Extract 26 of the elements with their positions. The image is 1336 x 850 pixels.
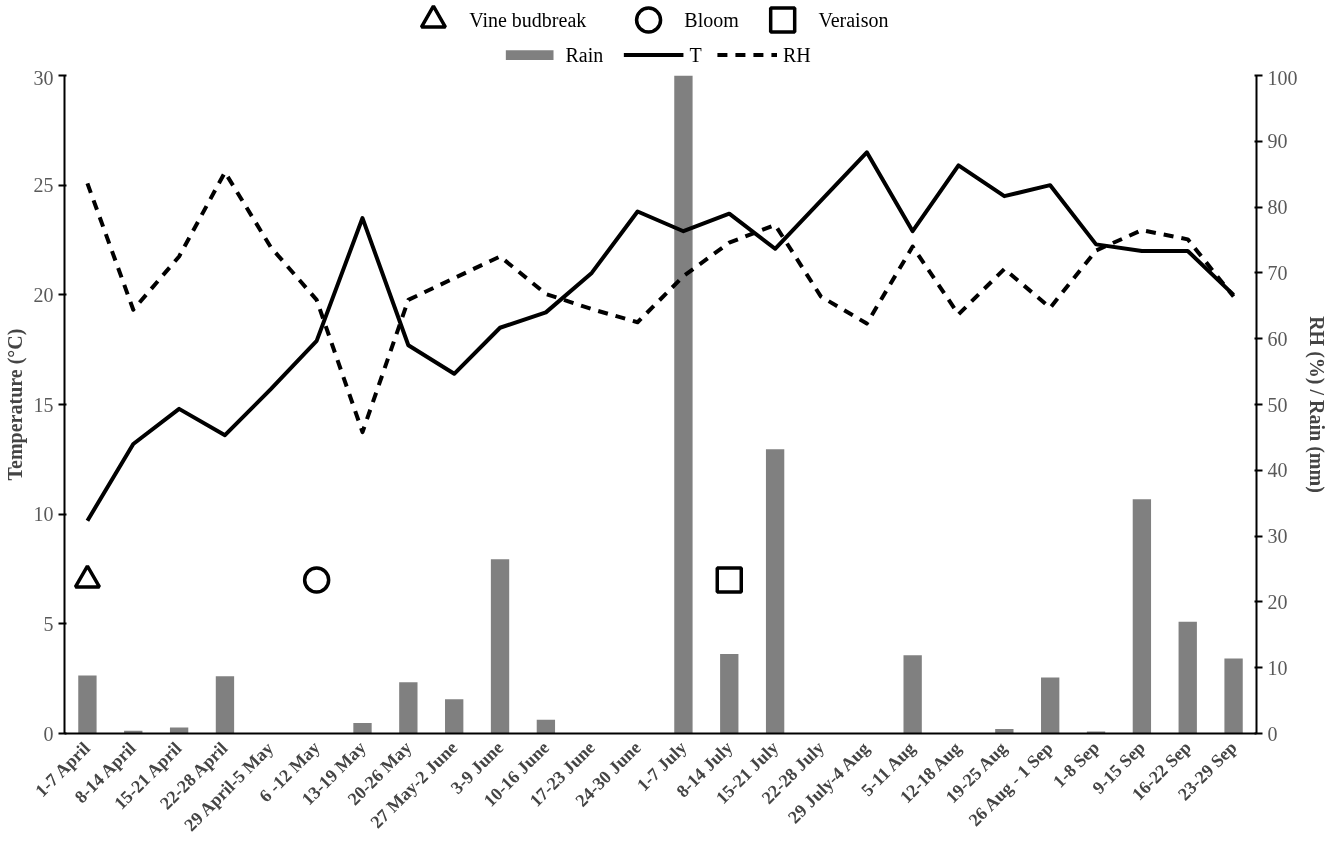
y-tick-label: 20 [33, 283, 54, 306]
y2-tick-label: 80 [1267, 196, 1288, 219]
y2-tick-label: 100 [1267, 66, 1298, 89]
y2-tick-label: 90 [1267, 130, 1288, 153]
y-tick-label: 30 [33, 66, 54, 89]
y-tick-label: 0 [43, 722, 54, 745]
y2-tick-label: 10 [1267, 656, 1288, 679]
y-tick-label: 10 [33, 503, 54, 526]
legend-label: Vine budbreak [469, 9, 587, 32]
y2-tick-label: 30 [1267, 525, 1288, 548]
y2-tick-label: 70 [1267, 261, 1288, 284]
legend-label: RH [782, 44, 811, 67]
legend-label: Bloom [684, 9, 740, 32]
y2-tick-label: 50 [1267, 393, 1288, 416]
y-tick-label: 5 [43, 612, 54, 635]
y2-tick-label: 0 [1267, 722, 1278, 745]
legend-label: Rain [565, 44, 604, 67]
y2-axis-title: RH (%) / Rain (mm) [1304, 316, 1328, 493]
legend-label: Veraison [818, 9, 889, 32]
y2-tick-label: 20 [1267, 590, 1288, 613]
y-axis-title: Temperature (°C) [3, 328, 27, 481]
y-tick-label: 15 [33, 393, 54, 416]
y2-tick-label: 40 [1267, 459, 1288, 482]
legend-label: T [689, 44, 702, 67]
y2-tick-label: 60 [1267, 327, 1288, 350]
y-tick-label: 25 [33, 174, 54, 197]
